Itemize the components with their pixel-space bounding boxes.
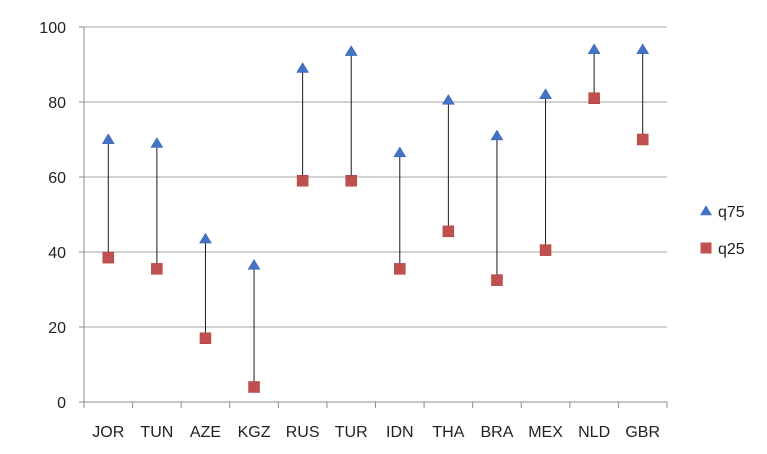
y-tick-label-80: 80: [48, 95, 66, 112]
x-tick-label-tur: TUR: [335, 424, 368, 441]
x-tick-label-aze: AZE: [190, 424, 221, 441]
q75-point-idn: [393, 146, 407, 158]
q75-point-bra: [490, 129, 504, 141]
q75-point-aze: [199, 232, 212, 244]
q75-point-tha: [441, 93, 455, 105]
x-tick-label-tha: THA: [432, 424, 464, 441]
x-tick-label-mex: MEX: [528, 424, 563, 441]
axes: [79, 26, 668, 408]
q25-point-mex: [539, 244, 552, 256]
data-points: [101, 43, 650, 393]
x-axis-tick-labels: JOR TUN AZE KGZ RUS TUR IDN THA BRA MEX NLD GBR: [92, 424, 660, 441]
range-lines: [107, 49, 644, 387]
q25-point-rus: [296, 175, 309, 187]
q75-point-jor: [101, 133, 115, 144]
legend-q25-marker: [700, 242, 712, 254]
y-tick-label-40: 40: [48, 245, 66, 262]
q25-point-idn: [394, 263, 406, 275]
q25-point-tur: [345, 175, 357, 187]
y-tick-label-60: 60: [48, 170, 66, 187]
x-tick-label-kgz: KGZ: [238, 424, 271, 441]
y-axis-tick-labels: 0 20 40 60 80 100: [39, 20, 66, 412]
x-tick-label-gbr: GBR: [625, 424, 660, 441]
gridlines: [84, 26, 667, 328]
q75-point-nld: [587, 43, 601, 54]
q25-point-tun: [151, 263, 163, 275]
q25-point-bra: [491, 274, 503, 286]
q25-point-kgz: [248, 381, 260, 393]
y-tick-label-20: 20: [48, 320, 66, 337]
x-tick-label-idn: IDN: [386, 424, 414, 441]
q75-point-kgz: [247, 258, 261, 270]
q25-point-jor: [102, 251, 115, 264]
legend-q75-label: q75: [718, 204, 745, 221]
q75-point-tun: [150, 137, 164, 148]
x-tick-label-bra: BRA: [481, 424, 514, 441]
q75-point-gbr: [636, 43, 650, 54]
q25-point-nld: [588, 92, 600, 104]
x-tick-label-nld: NLD: [578, 424, 610, 441]
legend-q75-marker: [700, 205, 712, 216]
legend-q25-label: q25: [718, 241, 745, 258]
x-tick-label-tun: TUN: [140, 424, 173, 441]
q25-point-tha: [442, 225, 455, 238]
legend: q75 q25: [700, 204, 745, 258]
y-tick-label-100: 100: [39, 20, 66, 37]
y-tick-label-0: 0: [57, 395, 66, 412]
q25-point-gbr: [636, 133, 649, 146]
x-tick-label-rus: RUS: [286, 424, 320, 441]
q75-point-mex: [539, 88, 552, 99]
q25-point-aze: [199, 332, 212, 344]
q75-point-rus: [296, 62, 310, 73]
x-tick-label-jor: JOR: [92, 424, 124, 441]
q75-point-tur: [344, 45, 358, 56]
